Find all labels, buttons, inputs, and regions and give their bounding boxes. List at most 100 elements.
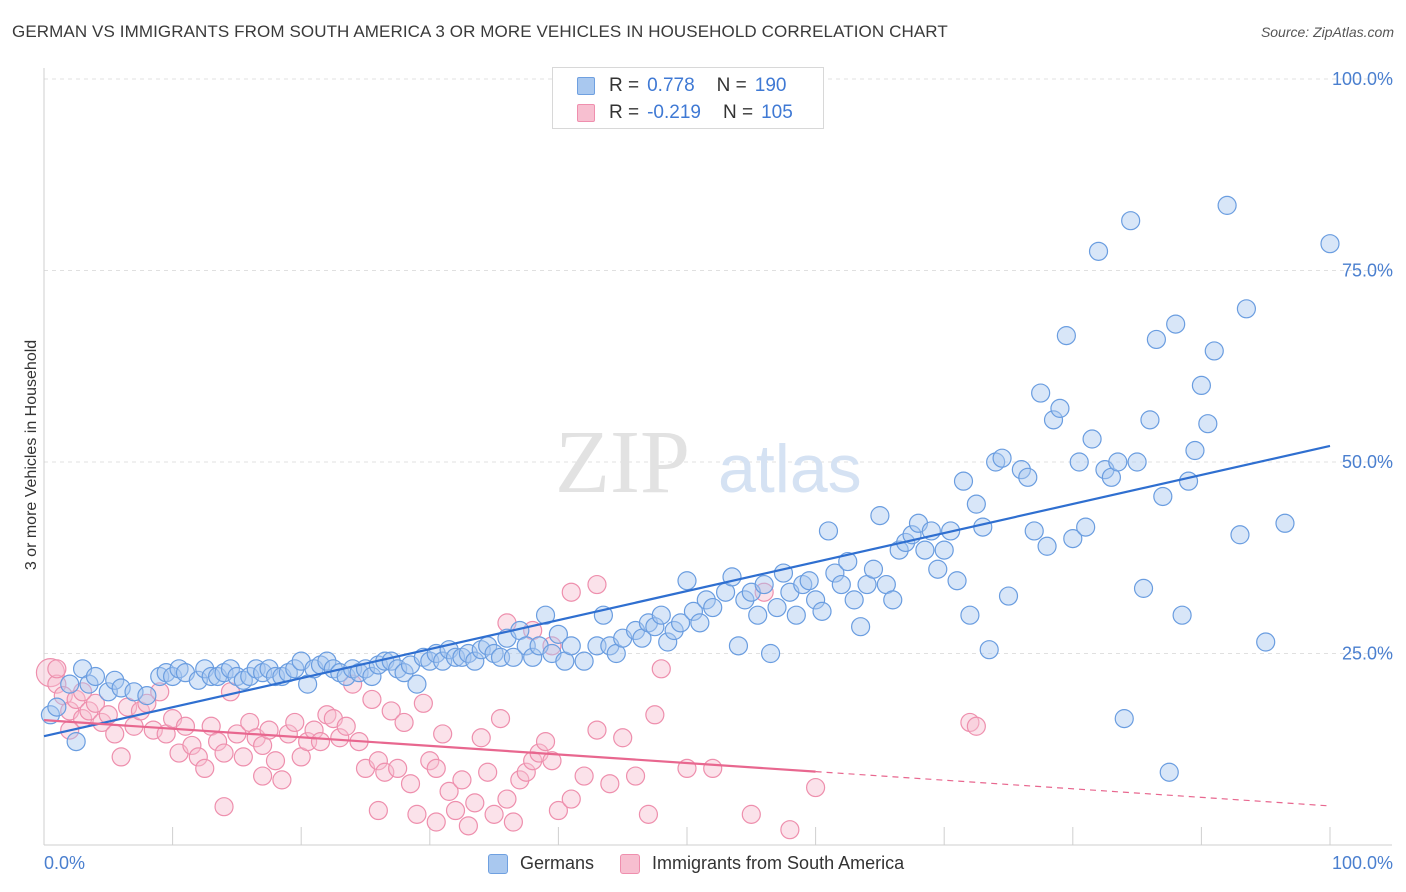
immigrants-point [587, 574, 607, 595]
watermark-zip: ZIP [555, 413, 690, 512]
germans-point [677, 571, 697, 591]
legend-r-value: 0.778 [647, 75, 695, 96]
germans-point [934, 540, 954, 560]
germans-point [883, 590, 903, 610]
immigrants-point [278, 724, 298, 744]
legend-swatch-immigrants [577, 104, 595, 122]
immigrants-point [195, 758, 215, 779]
germans-point [1166, 314, 1186, 334]
germans-point [201, 666, 221, 687]
germans-trend-line [43, 444, 1331, 738]
immigrants-point [497, 789, 517, 809]
germans-point [1024, 521, 1044, 541]
germans-point [818, 521, 839, 541]
y-axis-label: 3 or more Vehicles in Household [23, 340, 40, 570]
germans-point [220, 659, 241, 679]
immigrants-point [188, 747, 208, 767]
legend-r-label: R = [609, 102, 640, 123]
legend-item-germans[interactable]: Germans [488, 853, 594, 874]
legend-n-label: N = [722, 102, 754, 123]
immigrants-trend-line [43, 719, 816, 773]
germans-point [548, 624, 569, 644]
legend-r-value: -0.219 [647, 102, 701, 123]
germans-point [799, 571, 819, 591]
germans-point [966, 494, 986, 514]
immigrants-point [966, 716, 986, 736]
immigrants-point [111, 747, 131, 767]
immigrants-point [214, 797, 234, 817]
germans-point [960, 605, 980, 625]
germans-point [1056, 326, 1076, 346]
immigrants-point [452, 770, 472, 790]
germans-point [1121, 211, 1141, 231]
immigrants-point [510, 770, 530, 790]
immigrants-point [561, 582, 581, 602]
immigrants-point [85, 693, 106, 713]
germans-point [285, 659, 305, 679]
germans-point [767, 597, 787, 618]
immigrants-point [503, 812, 523, 832]
immigrants-point [253, 766, 273, 786]
germans-point [1082, 429, 1102, 449]
immigrants-point [741, 804, 761, 824]
legend-r-label: R = [609, 75, 640, 96]
immigrants-point [105, 724, 125, 744]
germans-point [1230, 525, 1250, 545]
germans-point [265, 666, 286, 687]
y-tick-label: 50.0% [1342, 452, 1393, 472]
germans-point [60, 674, 80, 694]
germans-point [1114, 709, 1134, 729]
x-tick-label-left: 0.0% [44, 853, 85, 873]
immigrants-point [175, 716, 196, 736]
immigrants-point [368, 751, 388, 771]
germans-point [953, 471, 974, 491]
germans-point [98, 682, 118, 702]
germans-point [1256, 632, 1276, 652]
germans-point [844, 590, 864, 610]
germans-point [889, 540, 909, 560]
germans-point [1050, 398, 1070, 418]
germans-point [973, 517, 993, 537]
legend-row-immigrants: R = -0.219 N = 105 [577, 101, 793, 125]
legend-n-value: 105 [761, 102, 793, 123]
germans-point [79, 674, 99, 694]
immigrants-point [407, 804, 427, 824]
germans-point [1320, 234, 1340, 254]
germans-point [1133, 578, 1154, 598]
germans-point [760, 643, 781, 664]
germans-point [915, 540, 935, 560]
y-tick-label: 75.0% [1342, 261, 1393, 281]
immigrants-trend-extension [815, 771, 1331, 807]
legend-label-immigrants: Immigrants from South America [652, 853, 905, 873]
legend-item-immigrants[interactable]: Immigrants from South America [620, 853, 904, 874]
germans-point [947, 571, 967, 591]
immigrants-point [478, 762, 498, 782]
germans-point [998, 586, 1019, 606]
germans-point [503, 647, 523, 667]
germans-point [1191, 375, 1212, 395]
legend-n-label: N = [716, 75, 747, 96]
immigrants-point [150, 682, 170, 702]
germans-point [1076, 517, 1096, 537]
immigrants-point [600, 774, 620, 794]
germans-point [979, 640, 999, 660]
series-germans-points [40, 195, 1340, 782]
germans-point [188, 670, 208, 690]
legend-n-value: 190 [754, 75, 787, 96]
legend-row-germans: R = 0.778 N = 190 [577, 74, 786, 98]
immigrants-point [516, 762, 536, 782]
germans-point [465, 651, 485, 671]
immigrants-point [182, 735, 202, 756]
germans-point [1153, 486, 1173, 507]
immigrants-point [47, 659, 67, 679]
immigrants-point [542, 751, 562, 771]
germans-point [163, 666, 183, 687]
germans-point [1140, 410, 1160, 430]
immigrants-point [535, 731, 556, 752]
germans-point [851, 617, 871, 637]
germans-point [1069, 452, 1089, 472]
immigrants-point [433, 724, 453, 744]
germans-point [1236, 299, 1257, 319]
germans-point [838, 551, 858, 572]
